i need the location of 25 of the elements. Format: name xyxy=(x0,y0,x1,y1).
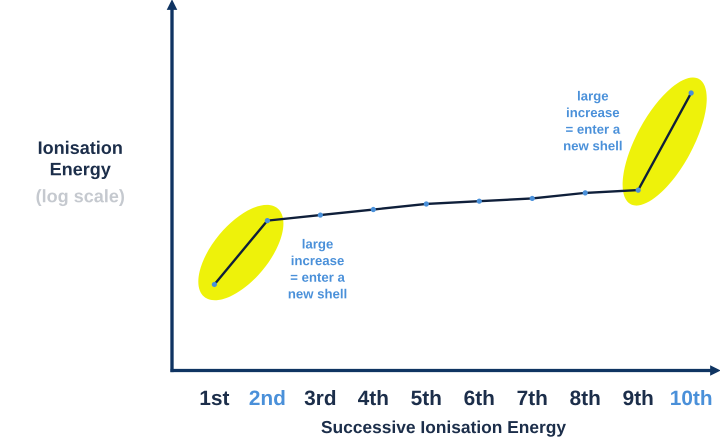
x-tick-label: 6th xyxy=(464,390,494,406)
point xyxy=(424,201,429,207)
x-tick-label: 7th xyxy=(518,390,547,406)
point xyxy=(318,212,323,218)
x-tick-label: 8th xyxy=(570,390,600,406)
point xyxy=(582,190,588,196)
annotation: large increase = enter a new shell xyxy=(288,238,346,298)
point xyxy=(688,90,694,96)
x-tick-label: 3rd xyxy=(304,390,336,406)
x-tick-label: 10th xyxy=(671,390,712,406)
text: (log scale) xyxy=(36,189,124,206)
point xyxy=(476,198,482,204)
point xyxy=(212,282,217,288)
point xyxy=(636,188,641,193)
x-tick-label: 4th xyxy=(358,390,388,406)
y-axis-title: Ionisation Energy xyxy=(38,140,122,180)
point xyxy=(264,218,270,224)
x-tick-label: 5th xyxy=(411,390,441,406)
point xyxy=(530,196,535,202)
point xyxy=(370,206,376,212)
x-tick-label: 9th xyxy=(623,390,653,406)
annotation: large increase = enter a new shell xyxy=(564,90,622,150)
x-axis-title: Successive Ionisation Energy xyxy=(321,420,566,437)
x-tick-label: 1st xyxy=(200,390,230,406)
x-tick-label: 2nd xyxy=(250,390,285,406)
